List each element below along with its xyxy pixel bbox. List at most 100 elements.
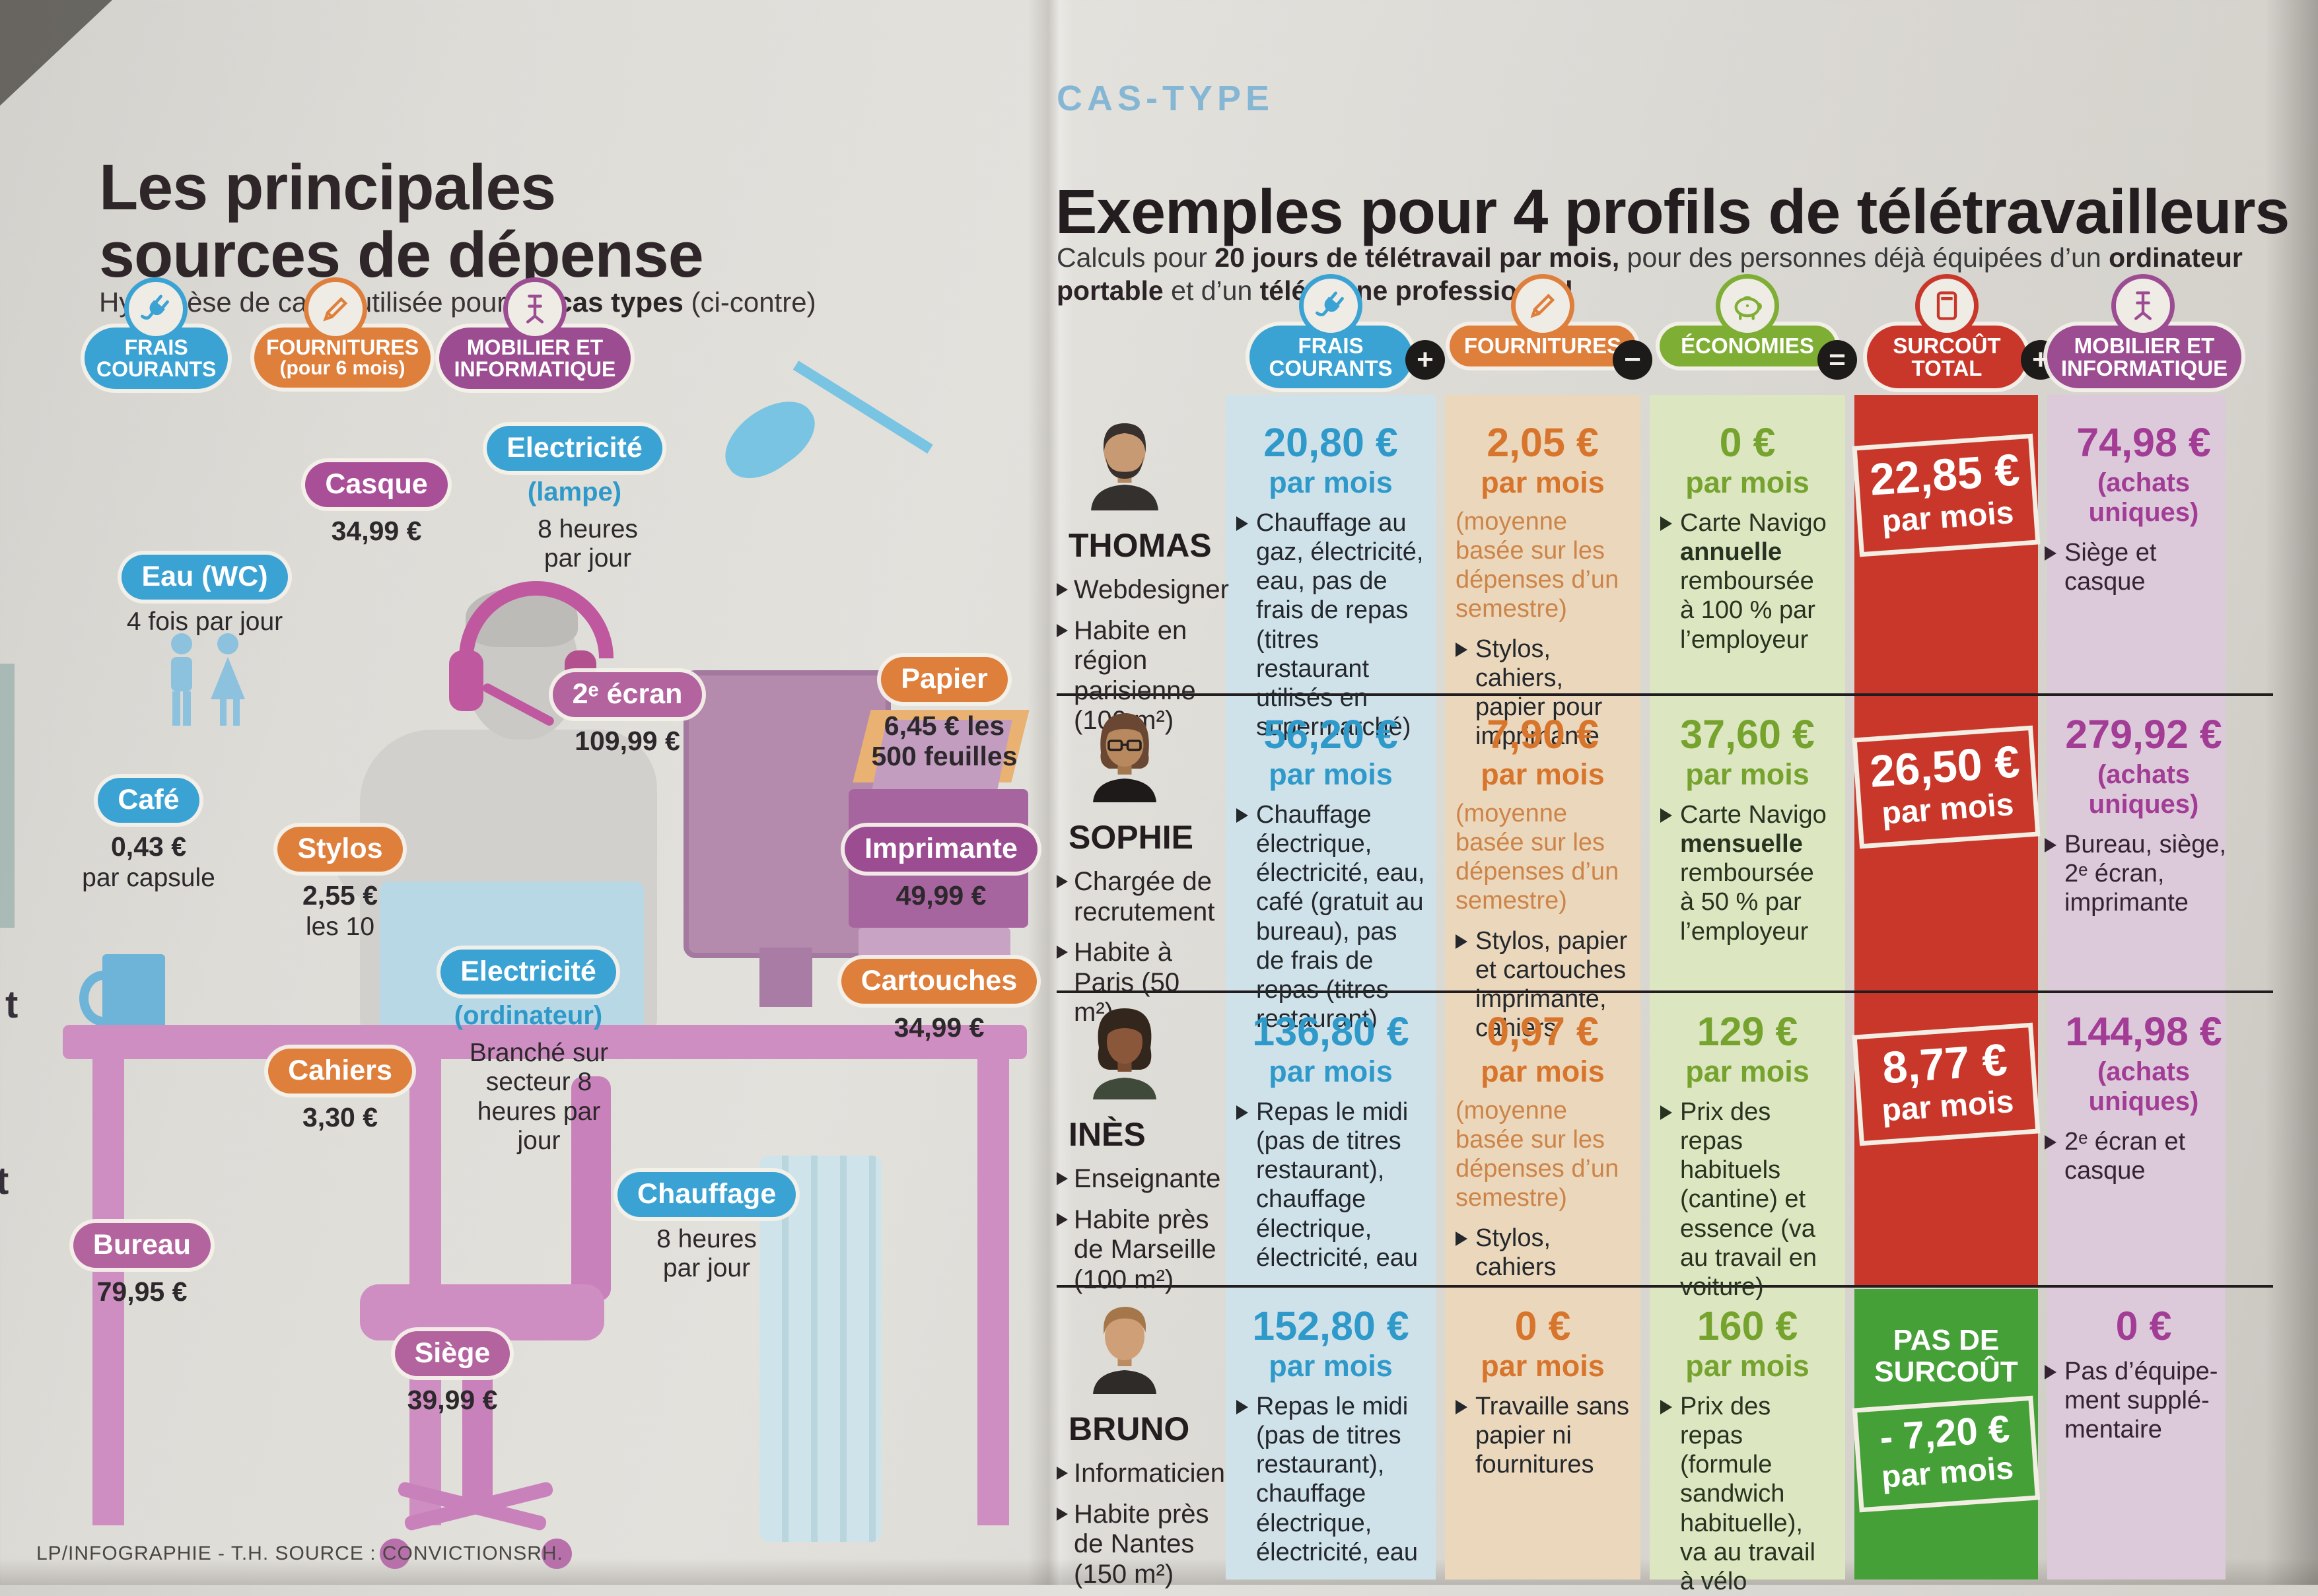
thomas-frais-cell: 20,80 € par mois Chauffage au gaz, élect…: [1236, 423, 1425, 742]
label-imprimante: Imprimante 49,99 €: [842, 827, 1040, 911]
bruno-mobilier-cell: 0 € Pas d’équipe-ment supplé-mentaire: [2045, 1306, 2243, 1444]
profile-role: Informaticien: [1057, 1459, 1225, 1489]
profile-ines: INÈS Enseignante Habite près de Marseill…: [1057, 997, 1222, 1295]
sophie-economies-cell: 37,60 € par mois Carte Navigo mensuelle …: [1660, 714, 1835, 946]
economies-per: par mois: [1685, 757, 1809, 791]
profile-role: Webdesigner: [1057, 575, 1229, 606]
surcout-column-band-green: [1854, 1289, 2038, 1579]
legend-fournitures-l2: (pour 6 mois): [279, 357, 405, 379]
fournitures-detail: Stylos, papier et cartouches imprimante,…: [1456, 926, 1630, 1043]
monitor-stand: [759, 948, 812, 1007]
mobilier-detail: Siège et casque: [2045, 538, 2243, 596]
left-subtitle-bold: cas types: [557, 287, 684, 318]
subtitle-p3: et d’un: [1163, 275, 1260, 306]
frais-detail: Repas le midi (pas de titres restaurant)…: [1236, 1392, 1425, 1566]
legend-mobilier: MOBILIER ET INFORMATIQUE: [439, 277, 631, 390]
minus-operator: −: [1613, 340, 1652, 380]
left-subtitle-post: (ci-contre): [683, 287, 816, 318]
pill-cartouches: Cartouches: [841, 959, 1037, 1004]
economies-pre: Prix des repas (formule sandwich habitue…: [1680, 1393, 1815, 1595]
label-papier: Papier 6,45 € les 500 feuilles: [862, 657, 1027, 772]
label-stylos: Stylos 2,55 € les 10: [267, 827, 413, 942]
fournitures-per: par mois: [1481, 466, 1605, 499]
mobilier-detail: Pas d’équipe-ment supplé-mentaire: [2045, 1357, 2243, 1444]
header-economies: ÉCONOMIES: [1651, 274, 1844, 366]
fournitures-amount: 0 €: [1514, 1303, 1571, 1348]
wc-pictograms: [155, 631, 254, 746]
fournitures-amount: 7,90 €: [1487, 712, 1599, 757]
sophie-surcout-cell: 26,50 € par mois: [1852, 714, 2041, 849]
surcout-column-band-red: [1854, 395, 2038, 1288]
row-separator: [1057, 1285, 2273, 1288]
economies-bold: annuelle: [1680, 538, 1782, 567]
note-electricite-ordinateur: Branché sur secteur 8 heures par jour: [469, 1038, 609, 1156]
frais-per: par mois: [1269, 1349, 1393, 1383]
legend-frais-courants: FRAIS COURANTS: [85, 277, 228, 390]
profile-role: Chargée de recrutement: [1057, 867, 1222, 927]
label-chauffage: Chauffage 8 heures par jour: [617, 1172, 796, 1284]
desk-chair-icon: [2111, 274, 2175, 337]
profile-name: SOPHIE: [1069, 819, 1193, 856]
ines-economies-cell: 129 € par mois Prix des repas habituels …: [1660, 1012, 1835, 1301]
note-electricite-lampe: 8 heures par jour: [538, 514, 638, 573]
economies-pre: Carte Navigo: [1680, 801, 1827, 829]
lamp-icon: [711, 386, 827, 492]
right-edge-shadow: [2265, 0, 2318, 1585]
header-fournitures: FOURNITURES: [1446, 274, 1639, 366]
equals-operator: =: [1817, 340, 1857, 380]
profile-name: THOMAS: [1069, 527, 1212, 564]
mobilier-amount: 144,98 €: [2065, 1009, 2222, 1054]
plug-icon: [123, 277, 188, 341]
surcout-stamp: - 7,20 € par mois: [1852, 1395, 2041, 1513]
pill-siege: Siège: [394, 1331, 510, 1376]
price-siege: 39,99 €: [407, 1384, 498, 1415]
mobilier-note: (achats uniques): [2088, 1057, 2199, 1116]
sophie-mobilier-cell: 279,92 € (achats uniques) Bureau, siège,…: [2045, 714, 2243, 917]
frais-per: par mois: [1269, 757, 1393, 791]
label-eau-wc: Eau (WC) 4 fois par jour: [119, 555, 291, 637]
surcout-amount: 26,50 €: [1868, 736, 2021, 797]
economies-amount: 160 €: [1697, 1303, 1798, 1348]
left-edge-strip: [0, 664, 15, 928]
economies-detail: Carte Navigo annuelle remboursée à 100 %…: [1660, 508, 1835, 654]
note-stylos: les 10: [305, 912, 375, 941]
left-title-line1: Les principales: [99, 151, 556, 223]
frais-amount: 152,80 €: [1252, 1303, 1409, 1348]
label-2e-ecran: 2ᵉ écran 109,99 €: [551, 672, 703, 757]
label-cartouches: Cartouches 34,99 €: [840, 959, 1038, 1043]
mobilier-column-band: [2047, 395, 2226, 1579]
row-separator: [1057, 990, 2273, 993]
desk-leg: [92, 1057, 124, 1525]
profile-name: INÈS: [1069, 1116, 1146, 1153]
frais-column-band: [1226, 395, 1436, 1579]
pill-eau-wc: Eau (WC): [122, 555, 288, 600]
economies-post: remboursée à 100 % par l’employeur: [1680, 567, 1815, 654]
pill-electricite-ordinateur: Electricité: [440, 950, 616, 994]
fournitures-note: (moyenne basée sur les dépenses d’un sem…: [1456, 1097, 1619, 1212]
frais-per: par mois: [1269, 1055, 1393, 1088]
ines-surcout-cell: 8,77 € par mois: [1852, 1012, 2041, 1146]
economies-pre: Prix des repas habituels (cantine) et es…: [1680, 1098, 1817, 1301]
lamp-arm: [792, 361, 933, 454]
label-cahiers: Cahiers 3,30 €: [267, 1049, 413, 1133]
fournitures-column-band: [1445, 395, 1640, 1579]
subtitle-b2: ordinateur portable: [1057, 242, 2243, 306]
mobilier-amount: 279,92 €: [2065, 712, 2222, 757]
profile-role: Enseignante: [1057, 1164, 1222, 1195]
price-cahiers: 3,30 €: [302, 1101, 378, 1132]
economies-bold: mensuelle: [1680, 830, 1803, 858]
pill-cahiers: Cahiers: [268, 1049, 412, 1093]
profile-home: Habite près de Nantes (150 m²): [1057, 1500, 1222, 1590]
avatar-ines: [1075, 997, 1222, 1106]
header-mobilier: MOBILIER ET INFORMATIQUE: [2047, 274, 2241, 389]
pill-chauffage: Chauffage: [617, 1172, 796, 1217]
economies-per: par mois: [1685, 1055, 1809, 1088]
economies-amount: 0 €: [1719, 420, 1776, 465]
frais-amount: 56,20 €: [1263, 712, 1398, 757]
surcout-amount: 22,85 €: [1868, 444, 2021, 505]
ines-frais-cell: 136,80 € par mois Repas le midi (pas de …: [1236, 1012, 1425, 1272]
label-casque: Casque 34,99 €: [300, 462, 452, 547]
economies-per: par mois: [1685, 466, 1809, 499]
center-fold: [1028, 0, 1074, 1585]
profile-bruno: BRUNO Informaticien Habite près de Nante…: [1057, 1292, 1225, 1590]
